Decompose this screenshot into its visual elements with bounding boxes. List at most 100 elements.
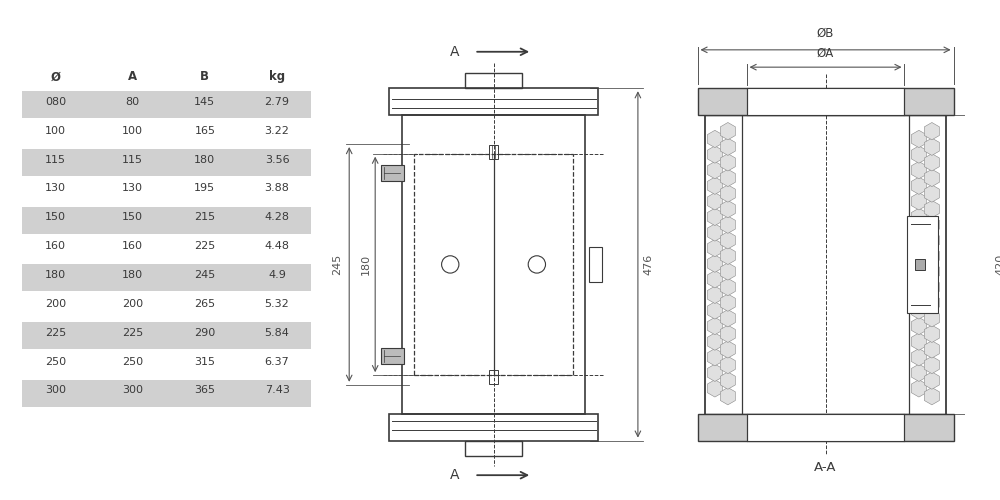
Text: 150: 150	[122, 212, 143, 222]
Text: 80: 80	[126, 97, 140, 107]
Text: 245: 245	[332, 254, 342, 275]
Text: ØA: ØA	[817, 46, 834, 60]
Text: 290: 290	[194, 328, 215, 338]
Polygon shape	[707, 224, 722, 241]
Polygon shape	[707, 302, 722, 319]
Polygon shape	[720, 154, 735, 171]
Bar	[747, 88, 904, 116]
Text: 4.48: 4.48	[265, 241, 290, 251]
Text: 180: 180	[194, 154, 215, 164]
Polygon shape	[924, 372, 939, 389]
Bar	[22, 206, 311, 234]
Text: A: A	[450, 468, 460, 482]
Text: 225: 225	[45, 328, 66, 338]
Polygon shape	[924, 154, 939, 171]
Polygon shape	[911, 224, 926, 241]
Polygon shape	[911, 130, 926, 148]
Polygon shape	[720, 232, 735, 249]
Bar	[589, 247, 602, 282]
Text: 160: 160	[45, 241, 66, 251]
Polygon shape	[720, 263, 735, 280]
Text: kg: kg	[269, 70, 285, 84]
Text: 245: 245	[194, 270, 215, 280]
Text: 215: 215	[194, 212, 215, 222]
Text: 225: 225	[194, 241, 215, 251]
Polygon shape	[720, 247, 735, 264]
Bar	[22, 322, 311, 349]
Text: A: A	[450, 45, 460, 59]
Bar	[381, 166, 404, 180]
Text: 130: 130	[122, 184, 143, 194]
Text: 225: 225	[122, 328, 143, 338]
Polygon shape	[707, 333, 722, 350]
Polygon shape	[707, 380, 722, 397]
Polygon shape	[720, 310, 735, 327]
Polygon shape	[924, 388, 939, 405]
Polygon shape	[924, 263, 939, 280]
Polygon shape	[924, 170, 939, 186]
Text: Ø: Ø	[51, 70, 61, 84]
Text: 3.22: 3.22	[265, 126, 289, 136]
Text: 165: 165	[194, 126, 215, 136]
Text: 300: 300	[122, 386, 143, 396]
Polygon shape	[924, 325, 939, 342]
Text: 115: 115	[122, 154, 143, 164]
Polygon shape	[707, 208, 722, 226]
Text: 100: 100	[122, 126, 143, 136]
Polygon shape	[911, 146, 926, 163]
Polygon shape	[924, 356, 939, 374]
Bar	[389, 414, 598, 440]
Text: B: B	[200, 70, 209, 84]
Polygon shape	[707, 146, 722, 163]
Bar	[381, 348, 404, 364]
Polygon shape	[720, 356, 735, 374]
Polygon shape	[707, 177, 722, 194]
Text: 195: 195	[194, 184, 215, 194]
Polygon shape	[720, 185, 735, 202]
Polygon shape	[720, 372, 735, 389]
Polygon shape	[924, 122, 939, 140]
Bar	[22, 91, 311, 118]
Text: 4.9: 4.9	[268, 270, 286, 280]
Polygon shape	[720, 340, 735, 358]
Polygon shape	[924, 200, 939, 218]
Polygon shape	[911, 286, 926, 304]
Bar	[465, 440, 522, 456]
Text: 3.88: 3.88	[265, 184, 289, 194]
Polygon shape	[707, 162, 722, 179]
Text: A: A	[128, 70, 137, 84]
Polygon shape	[911, 364, 926, 382]
Polygon shape	[924, 310, 939, 327]
Polygon shape	[720, 325, 735, 342]
Text: 150: 150	[45, 212, 66, 222]
Text: 315: 315	[194, 356, 215, 366]
Polygon shape	[707, 286, 722, 304]
Text: 200: 200	[122, 299, 143, 309]
Text: 4.28: 4.28	[265, 212, 290, 222]
Text: 180: 180	[360, 254, 370, 275]
Polygon shape	[720, 388, 735, 405]
Bar	[698, 88, 954, 116]
Text: 6.37: 6.37	[265, 356, 289, 366]
Polygon shape	[720, 170, 735, 186]
Polygon shape	[720, 200, 735, 218]
Polygon shape	[720, 216, 735, 234]
Bar	[402, 116, 585, 414]
Polygon shape	[911, 270, 926, 288]
Polygon shape	[924, 294, 939, 312]
Polygon shape	[911, 255, 926, 272]
Bar	[747, 414, 904, 440]
Bar	[465, 73, 522, 88]
Text: 200: 200	[45, 299, 66, 309]
Polygon shape	[911, 318, 926, 334]
Text: 115: 115	[45, 154, 66, 164]
Bar	[915, 258, 925, 270]
Text: 080: 080	[45, 97, 66, 107]
Text: 100: 100	[45, 126, 66, 136]
Polygon shape	[707, 240, 722, 256]
Polygon shape	[707, 192, 722, 210]
Text: ØB: ØB	[817, 27, 834, 40]
Polygon shape	[911, 302, 926, 319]
Polygon shape	[707, 270, 722, 288]
Polygon shape	[707, 348, 722, 366]
